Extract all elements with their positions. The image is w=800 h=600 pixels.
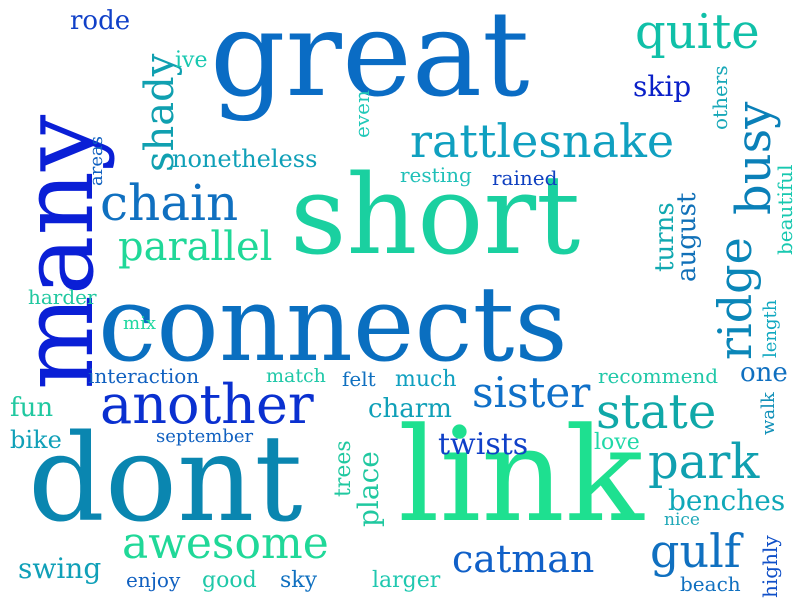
word-felt: felt	[342, 367, 376, 391]
word-sky: sky	[280, 568, 318, 593]
word-bike: bike	[10, 426, 62, 454]
word-ive: ive	[175, 48, 208, 73]
word-enjoy: enjoy	[126, 568, 181, 592]
word-gulf: gulf	[650, 524, 741, 578]
word-recommend: recommend	[598, 364, 719, 388]
word-dont: dont	[28, 410, 303, 549]
word-rode: rode	[70, 6, 131, 36]
word-chain: chain	[100, 174, 239, 232]
word-place: place	[352, 451, 385, 527]
word-swing: swing	[18, 552, 102, 585]
word-september: september	[156, 426, 254, 447]
word-connects: connects	[98, 263, 568, 385]
word-link: link	[398, 399, 644, 551]
word-nice: nice	[664, 510, 700, 530]
word-larger: larger	[372, 568, 441, 593]
word-beach: beach	[680, 572, 741, 596]
word-short: short	[290, 151, 581, 279]
word-ridge: ridge	[708, 237, 762, 360]
word-harder: harder	[28, 285, 97, 309]
word-sister: sister	[472, 368, 591, 417]
word-quite: quite	[635, 4, 760, 60]
word-resting: resting	[400, 163, 472, 187]
word-mix: mix	[123, 313, 156, 334]
word-parallel: parallel	[118, 224, 273, 270]
word-interaction: interaction	[88, 364, 200, 388]
word-much: much	[395, 367, 457, 392]
word-fun: fun	[10, 393, 54, 423]
word-turns: turns	[650, 202, 680, 272]
word-even: even	[350, 90, 374, 138]
word-love: love	[594, 430, 640, 455]
word-another: another	[100, 373, 314, 436]
word-skip: skip	[633, 70, 692, 103]
word-catman: catman	[452, 537, 595, 581]
word-charm: charm	[368, 394, 452, 424]
word-benches: benches	[668, 484, 786, 517]
word-match: match	[266, 365, 326, 387]
word-rained: rained	[492, 166, 558, 190]
word-beautiful: beautiful	[773, 164, 797, 255]
word-highly: highly	[758, 535, 782, 598]
word-one: one	[740, 358, 788, 388]
word-state: state	[596, 384, 717, 440]
word-rattlesnake: rattlesnake	[410, 114, 675, 168]
word-twists: twists	[438, 427, 529, 462]
word-length: length	[760, 299, 781, 358]
word-good: good	[202, 568, 257, 593]
word-park: park	[648, 434, 760, 490]
word-nonetheless: nonetheless	[172, 145, 318, 173]
word-awesome: awesome	[122, 518, 329, 569]
word-great: great	[210, 0, 530, 123]
word-busy: busy	[726, 101, 782, 215]
word-walk: walk	[758, 392, 779, 435]
